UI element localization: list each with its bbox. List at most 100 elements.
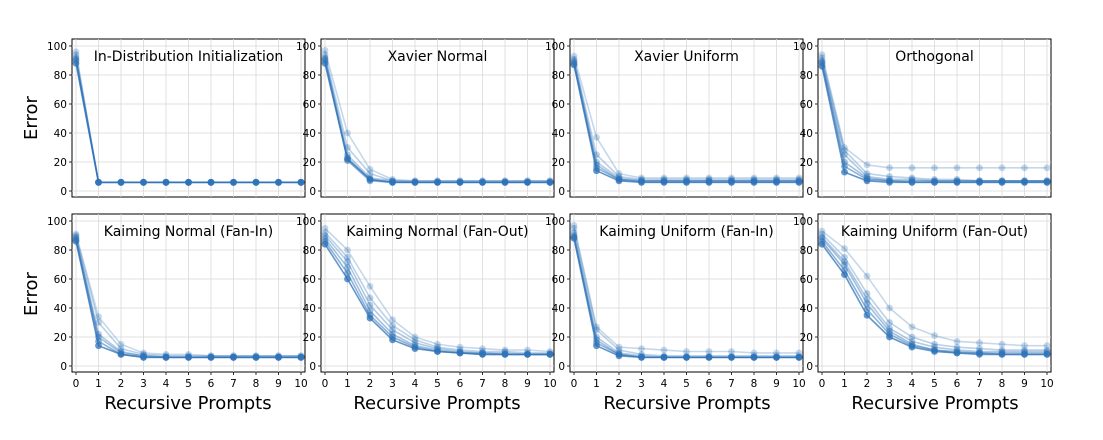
data-point	[615, 352, 623, 360]
data-point	[886, 178, 893, 186]
x-tick-label: 7	[728, 378, 735, 390]
data-point	[570, 52, 578, 60]
data-point	[321, 46, 329, 54]
y-tick-label: 40	[552, 128, 565, 140]
data-point	[705, 348, 713, 355]
y-tick-label: 80	[54, 70, 67, 82]
x-tick-label: 9	[773, 378, 780, 390]
y-tick-label: 0	[60, 186, 67, 198]
data-point	[976, 339, 983, 347]
panel-title: Kaiming Normal (Fan-Out)	[346, 224, 528, 240]
x-tick-label: 2	[118, 378, 125, 390]
x-tick-label: 10	[792, 378, 805, 390]
x-tick-label: 1	[344, 378, 351, 390]
data-point	[863, 177, 871, 185]
data-point	[524, 178, 531, 186]
data-point	[818, 51, 826, 59]
y-tick-label: 0	[309, 186, 316, 198]
y-tick-label: 20	[54, 157, 67, 169]
x-tick-label: 4	[909, 378, 916, 390]
data-point	[570, 61, 578, 69]
data-point	[72, 51, 80, 59]
data-point	[795, 353, 803, 361]
x-tick-label: 1	[841, 378, 848, 390]
data-point	[252, 353, 260, 361]
x-tick-label: 0	[322, 378, 329, 390]
data-point	[1043, 178, 1051, 186]
y-tick-label: 0	[806, 186, 813, 198]
data-point	[976, 351, 983, 358]
data-point	[524, 351, 531, 358]
data-point	[275, 178, 282, 186]
data-point	[366, 170, 374, 178]
data-point	[841, 253, 848, 261]
data-point	[953, 164, 961, 172]
y-axis-label-top-row: Error	[21, 95, 42, 139]
data-point	[456, 343, 464, 351]
panel-2: 0 20 40 60 80 100 Xavier Normal	[296, 38, 555, 198]
panel-1: 0 20 40 60 80 100 In-Distribution Initializati…	[47, 38, 306, 198]
data-point	[344, 264, 351, 271]
data-point	[863, 272, 871, 280]
data-point	[366, 301, 374, 309]
data-point	[998, 178, 1006, 186]
x-axis-label-col-1: Recursive Prompts	[104, 393, 271, 414]
y-tick-label: 60	[54, 274, 67, 286]
x-tick-label: 2	[864, 378, 871, 390]
data-point	[953, 349, 961, 357]
data-point	[411, 333, 419, 341]
data-point	[570, 235, 578, 242]
data-point	[230, 178, 237, 186]
data-point	[841, 168, 848, 176]
data-point	[434, 340, 441, 348]
data-point	[366, 314, 374, 322]
data-point	[841, 261, 848, 268]
data-point	[705, 178, 713, 186]
data-point	[321, 51, 329, 59]
data-point	[886, 319, 893, 326]
data-point	[185, 353, 192, 361]
data-point	[908, 343, 916, 351]
data-point	[344, 129, 351, 137]
data-point	[931, 164, 938, 172]
data-point	[117, 345, 125, 352]
data-point	[321, 229, 329, 237]
data-point	[479, 345, 486, 352]
data-point	[660, 178, 668, 186]
x-tick-label: 10	[543, 378, 556, 390]
data-point	[818, 54, 826, 61]
x-tick-label: 2	[616, 378, 623, 390]
data-point	[953, 337, 961, 345]
x-tick-label: 7	[976, 378, 983, 390]
y-tick-label: 80	[303, 245, 316, 257]
x-axis-label-col-3: Recursive Prompts	[603, 393, 770, 414]
data-point	[863, 311, 871, 319]
x-tick-label: 0	[819, 378, 826, 390]
data-point	[931, 332, 938, 339]
data-point	[162, 353, 170, 361]
data-point	[570, 221, 578, 229]
y-tick-label: 80	[54, 245, 67, 257]
data-point	[638, 353, 645, 361]
data-point	[998, 164, 1006, 172]
data-point	[593, 342, 600, 350]
x-tick-label: 7	[479, 378, 486, 390]
data-point	[366, 165, 374, 173]
data-point	[841, 147, 848, 154]
x-tick-label: 6	[208, 378, 215, 390]
y-tick-label: 0	[309, 361, 316, 373]
x-tick-label: 2	[367, 378, 374, 390]
y-tick-label: 80	[552, 245, 565, 257]
data-point	[72, 48, 80, 56]
y-tick-label: 20	[54, 332, 67, 344]
data-point	[953, 343, 961, 351]
data-point	[1043, 351, 1051, 358]
data-point	[863, 290, 871, 297]
y-tick-label: 0	[558, 361, 565, 373]
y-tick-label: 100	[545, 216, 565, 228]
data-point	[1021, 351, 1028, 358]
y-tick-label: 100	[793, 41, 813, 53]
data-point	[908, 323, 916, 331]
